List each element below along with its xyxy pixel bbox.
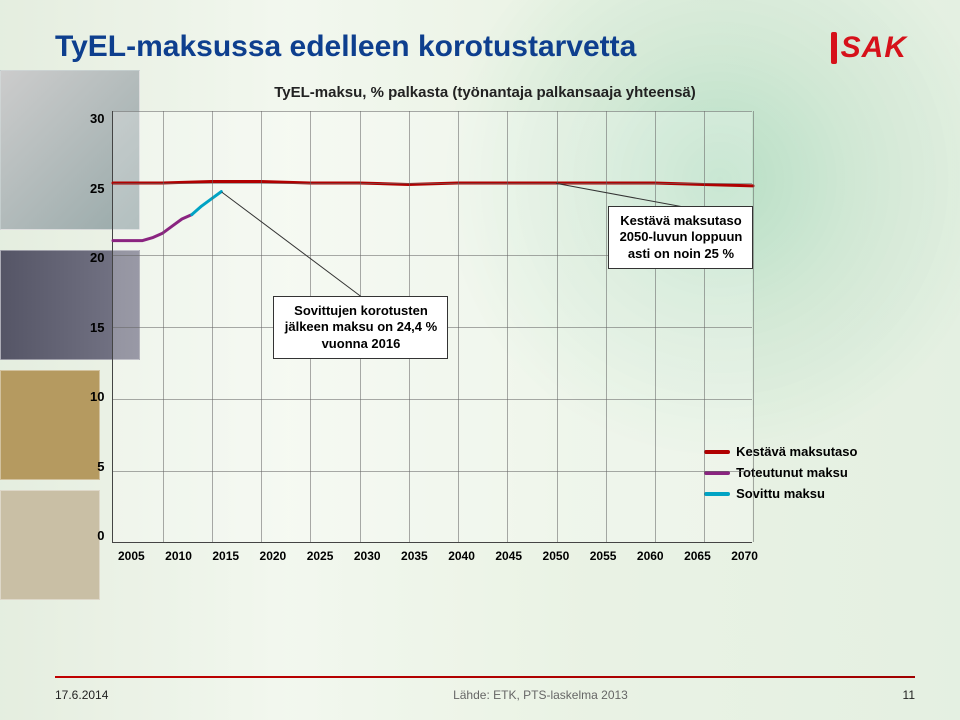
x-tick-label: 2030	[354, 549, 381, 563]
plot-area: Kestävä maksutasoToteutunut maksuSovittu…	[112, 111, 752, 543]
y-tick-label: 10	[90, 389, 104, 404]
x-tick-label: 2070	[731, 549, 758, 563]
x-axis: 2005 2010 2015 2020 2025 2030 2035 2040 2045 2050…	[118, 543, 758, 563]
footer-page: 11	[903, 688, 915, 702]
series-toteutunut	[113, 215, 192, 241]
footer-date: 17.6.2014	[55, 688, 108, 702]
gridline-v	[261, 111, 262, 542]
legend-swatch	[704, 492, 730, 496]
x-tick-label: 2065	[684, 549, 711, 563]
annot-sovittu: Sovittujen korotustenjälkeen maksu on 24…	[273, 296, 448, 359]
gridline-v	[655, 111, 656, 542]
x-tick-label: 2015	[212, 549, 239, 563]
y-tick-label: 5	[97, 459, 104, 474]
legend-item-toteutunut: Toteutunut maksu	[704, 465, 857, 480]
footer-rule	[55, 676, 915, 678]
x-tick-label: 2055	[590, 549, 617, 563]
x-tick-label: 2060	[637, 549, 664, 563]
gridline-v	[212, 111, 213, 542]
y-tick-label: 25	[90, 181, 104, 196]
gridline-h	[113, 399, 752, 400]
y-axis: 30 25 20 15 10 5 0	[90, 111, 112, 543]
x-tick-label: 2020	[260, 549, 287, 563]
x-tick-label: 2050	[543, 549, 570, 563]
legend-label: Sovittu maksu	[736, 486, 825, 501]
gridline-v	[163, 111, 164, 542]
y-tick-label: 15	[90, 320, 104, 335]
footer-source: Lähde: ETK, PTS-laskelma 2013	[453, 688, 628, 702]
x-tick-label: 2025	[307, 549, 334, 563]
x-tick-label: 2035	[401, 549, 428, 563]
gridline-v	[507, 111, 508, 542]
y-tick-label: 30	[90, 111, 104, 126]
x-tick-label: 2005	[118, 549, 145, 563]
gridline-h	[113, 471, 752, 472]
annot-kestava: Kestävä maksutaso2050-luvun loppuunasti …	[608, 206, 753, 269]
gridline-v	[458, 111, 459, 542]
x-tick-label: 2010	[165, 549, 192, 563]
series-sovittu	[192, 192, 222, 215]
gridline-v	[704, 111, 705, 542]
legend-item-kestava: Kestävä maksutaso	[704, 444, 857, 459]
chart-title: TyEL-maksu, % palkasta (työnantaja palka…	[90, 84, 880, 101]
x-tick-label: 2040	[448, 549, 475, 563]
gridline-v	[557, 111, 558, 542]
legend: Kestävä maksutaso Toteutunut maksu Sovittu…	[704, 438, 857, 507]
gridline-v	[606, 111, 607, 542]
header: TyEL-maksussa edelleen korotustarvetta S…	[55, 30, 915, 66]
gridline-h	[113, 183, 752, 184]
y-tick-label: 0	[97, 528, 104, 543]
page-title: TyEL-maksussa edelleen korotustarvetta	[55, 30, 636, 64]
legend-item-sovittu: Sovittu maksu	[704, 486, 857, 501]
footer: 17.6.2014 Lähde: ETK, PTS-laskelma 2013 …	[55, 688, 915, 702]
logo: SAK	[833, 30, 915, 66]
y-tick-label: 20	[90, 250, 104, 265]
chart-container: TyEL-maksu, % palkasta (työnantaja palka…	[90, 84, 880, 563]
x-tick-label: 2045	[495, 549, 522, 563]
legend-swatch	[704, 450, 730, 454]
gridline-v	[753, 111, 754, 542]
logo-text: SAK	[833, 30, 915, 66]
gridline-h	[113, 111, 752, 112]
